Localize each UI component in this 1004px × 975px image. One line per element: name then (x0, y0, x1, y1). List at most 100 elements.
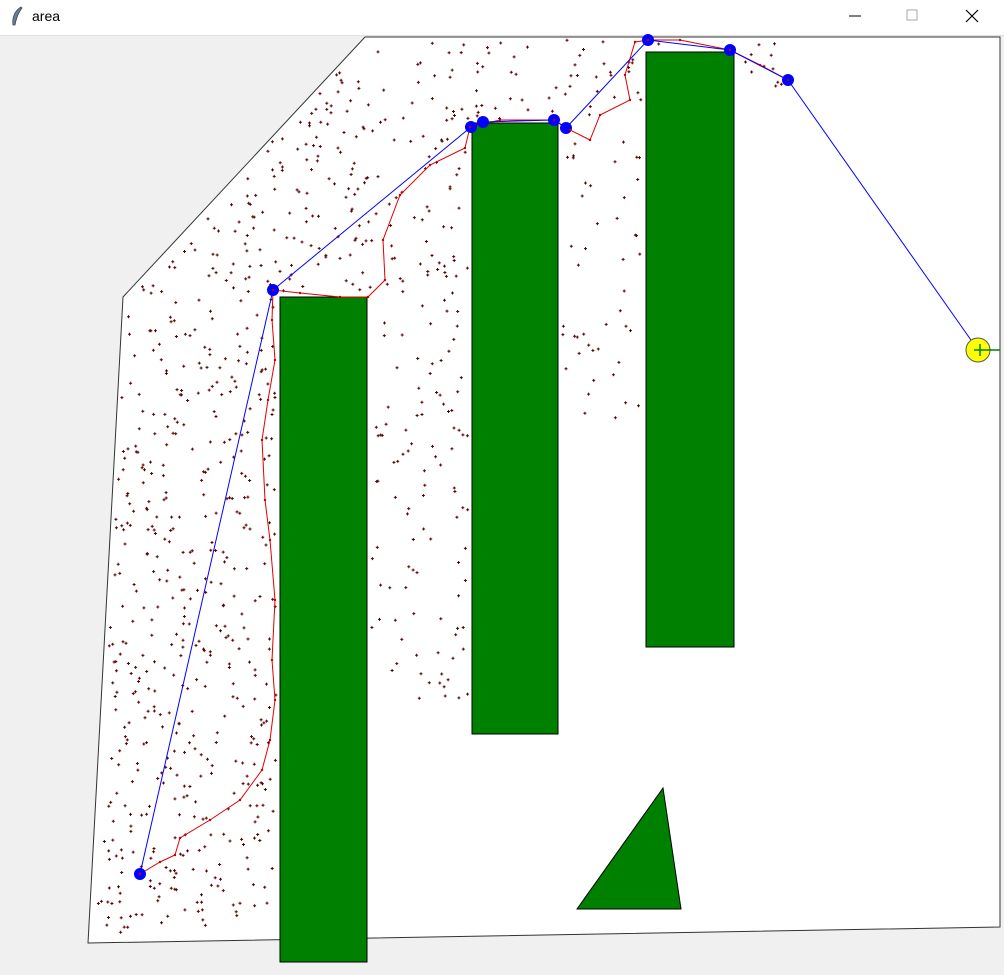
tree-node (263, 498, 267, 502)
sample-point (247, 275, 251, 279)
tree-node (366, 295, 370, 299)
sample-point (636, 178, 640, 181)
sample-point (118, 571, 122, 575)
sample-point (246, 430, 250, 434)
sample-point (134, 913, 138, 916)
sample-point (152, 709, 156, 713)
sample-point (420, 218, 424, 222)
sample-point (157, 895, 161, 899)
sample-point (453, 490, 457, 493)
sample-point (366, 176, 370, 180)
maximize-button[interactable] (906, 9, 918, 21)
sample-point (637, 404, 640, 408)
sample-point (152, 528, 156, 532)
sample-point (153, 689, 157, 693)
sample-point (234, 432, 238, 436)
sample-point (324, 253, 328, 257)
sample-point (155, 555, 159, 559)
sample-point (240, 837, 244, 841)
sample-point (230, 375, 234, 379)
sample-point (461, 433, 465, 437)
sample-point (376, 434, 380, 438)
sample-point (114, 669, 118, 673)
sample-point (453, 114, 456, 117)
sample-point (210, 771, 213, 775)
sample-point (561, 333, 565, 337)
sample-point (568, 84, 572, 88)
sample-point (183, 908, 187, 912)
sample-point (374, 425, 378, 429)
sample-point (336, 146, 340, 150)
tree-node (552, 118, 556, 122)
sample-point (156, 605, 160, 609)
sample-point (404, 586, 408, 590)
tree-node (728, 48, 732, 52)
sample-point (383, 321, 386, 325)
sample-point (228, 390, 232, 394)
sample-point (261, 535, 265, 539)
sample-point (344, 195, 348, 199)
sample-point (582, 332, 586, 336)
sample-point (146, 709, 150, 713)
sample-point (130, 780, 134, 784)
sample-point (406, 449, 410, 453)
sample-point (200, 908, 204, 912)
sample-point (205, 365, 209, 369)
sample-point (508, 97, 512, 101)
sample-point (235, 914, 239, 918)
sample-point (175, 632, 178, 636)
sample-point (246, 495, 250, 499)
sample-point (181, 638, 185, 642)
sample-point (261, 803, 265, 807)
tree-node (268, 738, 272, 742)
sample-point (259, 348, 263, 352)
sample-point (288, 277, 292, 281)
sample-point (335, 73, 339, 77)
sample-point (182, 364, 186, 368)
sample-point (635, 234, 638, 238)
sample-point (401, 290, 405, 294)
close-button[interactable] (965, 9, 979, 23)
sample-point (191, 867, 195, 871)
sample-point (219, 877, 222, 881)
tree-node (158, 860, 162, 864)
sample-point (230, 203, 233, 207)
sample-point (370, 557, 374, 561)
sample-point (587, 113, 591, 117)
obstacle (471, 122, 559, 735)
sample-point (148, 804, 151, 808)
sample-point (460, 107, 464, 111)
sample-point (146, 528, 150, 532)
sample-point (178, 852, 182, 856)
sample-point (228, 438, 232, 442)
sample-point (445, 118, 449, 122)
sample-point (512, 55, 516, 59)
goal-marker (974, 344, 1000, 356)
sample-point (443, 271, 447, 274)
sample-point (290, 263, 293, 267)
sample-point (386, 405, 390, 409)
sample-point (121, 604, 125, 608)
sample-point (245, 234, 249, 237)
sample-point (117, 477, 121, 481)
sample-point (466, 508, 470, 512)
sample-point (151, 284, 155, 288)
sample-point (107, 886, 111, 890)
sample-point (169, 886, 173, 890)
sample-point (197, 361, 201, 365)
sample-point (190, 447, 194, 451)
sample-point (442, 225, 446, 229)
sample-point (114, 517, 118, 521)
sample-point (336, 90, 340, 94)
sample-point (309, 244, 313, 248)
sample-point (209, 548, 213, 552)
sample-point (257, 393, 261, 397)
sample-point (249, 741, 253, 745)
sample-point (242, 526, 246, 530)
sample-point (246, 290, 250, 293)
sample-point (107, 804, 111, 808)
sample-point (444, 274, 448, 278)
sample-point (248, 527, 252, 531)
sample-point (239, 449, 243, 453)
sample-point (141, 653, 145, 657)
